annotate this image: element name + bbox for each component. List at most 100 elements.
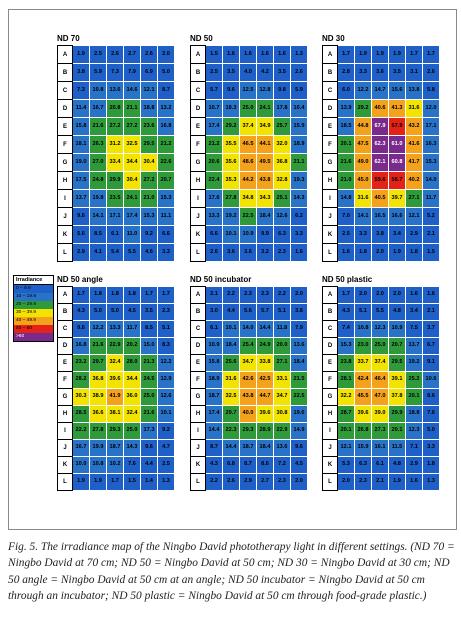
heatmap-cell: 32.5 — [222, 388, 240, 406]
heatmap-cell: 8.7 — [205, 439, 223, 457]
heatmap-cell: 15.9 — [354, 439, 372, 457]
heatmap-row: I 20.1 26.8 27.3 20.1 12.3 5.0 — [322, 422, 440, 440]
heatmap-row: L 2.2 2.6 2.9 2.7 2.3 2.0 — [190, 473, 308, 491]
heatmap-cell: 2.1 — [371, 473, 389, 491]
heatmap-row: H 22.4 35.3 44.2 43.8 32.8 19.3 — [190, 171, 308, 190]
heatmap-cell: 42.6 — [239, 371, 257, 389]
heatmap-cell: 11.5 — [388, 439, 406, 457]
row-label: F — [57, 135, 73, 154]
heatmap-cell: 48.6 — [239, 153, 257, 172]
heatmap-row: B 4.3 5.1 5.5 4.8 3.4 2.1 — [322, 303, 440, 321]
heatmap-cell: 37.4 — [239, 117, 257, 136]
heatmap-cell: 2.3 — [256, 286, 274, 304]
heatmap-cell: 6.1 — [106, 225, 124, 244]
heatmap-cell: 29.9 — [106, 171, 124, 190]
heatmap-cell: 22.3 — [222, 422, 240, 440]
heatmap-cell: 17.5 — [72, 171, 90, 190]
heatmap-cell: 5.7 — [256, 303, 274, 321]
row-label: E — [190, 117, 206, 136]
heatmap-cell: 12.6 — [273, 207, 291, 226]
heatmap-row: F 28.2 36.8 39.6 34.4 24.5 12.9 — [57, 371, 175, 389]
heatmap-cell: 3.3 — [354, 63, 372, 82]
row-label: A — [57, 45, 73, 64]
heatmap-cell: 13.6 — [273, 439, 291, 457]
heatmap-cell: 16.6 — [388, 207, 406, 226]
row-label: C — [322, 320, 338, 338]
heatmap-row: G 20.6 35.6 48.6 49.5 36.8 21.1 — [190, 153, 308, 172]
legend-item: 40 – 49.9 — [14, 317, 53, 325]
heatmap-cell: 2.5 — [337, 225, 355, 244]
heatmap-cell: 4.5 — [123, 303, 141, 321]
heatmap-row: L 1.9 1.9 1.7 1.5 1.4 1.3 — [57, 473, 175, 491]
figure-caption: Fig. 5. The irradiance map of the Ningbo… — [8, 541, 455, 603]
heatmap-cell: 38.1 — [106, 405, 124, 423]
heatmap-cell: 3.4 — [388, 225, 406, 244]
heatmap-cell: 32.8 — [273, 171, 291, 190]
heatmap-cell: 1.9 — [388, 243, 406, 262]
heatmap-cell: 16.3 — [422, 135, 440, 154]
heatmap-cell: 34.4 — [123, 371, 141, 389]
heatmap-cell: 19.2 — [405, 354, 423, 372]
heatmap-cell: 1.3 — [422, 473, 440, 491]
heatmap-cell: 12.2 — [354, 81, 372, 100]
heatmap-cell: 3.7 — [422, 320, 440, 338]
heatmap-cell: 5.8 — [422, 81, 440, 100]
heatmap-cell: 9.9 — [256, 225, 274, 244]
heatmap-cell: 30.4 — [140, 153, 158, 172]
row-label: I — [57, 189, 73, 208]
heatmap-cell: 43.8 — [256, 171, 274, 190]
heatmap-cell: 5.0 — [106, 303, 124, 321]
heatmap-cell: 18.4 — [256, 207, 274, 226]
row-label: F — [322, 135, 338, 154]
heatmap-cell: 40.2 — [405, 171, 423, 190]
heatmap-cell: 23.0 — [354, 337, 372, 355]
heatmap-cell: 1.7 — [405, 45, 423, 64]
heatmap-cell: 1.9 — [89, 473, 107, 491]
heatmap-cell: 17.4 — [123, 207, 141, 226]
heatmap-row: G 19.0 27.0 33.4 34.4 30.4 22.6 — [57, 153, 175, 172]
heatmap-cell: 14.7 — [371, 81, 389, 100]
heatmap-cell: 5.5 — [123, 243, 141, 262]
heatmap-cell: 1.7 — [337, 286, 355, 304]
heatmap-cell: 13.7 — [72, 189, 90, 208]
row-label: I — [322, 422, 338, 440]
heatmap-cell: 21.6 — [89, 117, 107, 136]
heatmap-cell: 14.0 — [422, 171, 440, 190]
legend-item: 20 – 29.9 — [14, 301, 53, 309]
heatmap-cell: 16.7 — [89, 99, 107, 118]
row-label: H — [57, 171, 73, 190]
row-label: F — [190, 371, 206, 389]
heatmap-cell: 35.6 — [222, 153, 240, 172]
legend-item: 50 – 60 — [14, 325, 53, 333]
heatmap-cell: 3.4 — [405, 303, 423, 321]
heatmap-cell: 41.3 — [388, 99, 406, 118]
heatmap-cell: 41.7 — [405, 153, 423, 172]
heatmap-cell: 20.7 — [388, 337, 406, 355]
legend-title: Irradiance — [14, 276, 53, 285]
heatmap-cell: 22.4 — [205, 171, 223, 190]
heatmap-cell: 46.5 — [239, 135, 257, 154]
heatmap-cell: 5.3 — [337, 456, 355, 474]
heatmap-cell: 18.3 — [222, 99, 240, 118]
heatmap-cell: 10.8 — [354, 320, 372, 338]
heatmap-cell: 18.5 — [337, 117, 355, 136]
heatmap-row: A 1.7 2.0 2.0 2.0 1.6 1.6 — [322, 286, 440, 304]
row-label: K — [57, 456, 73, 474]
heatmap-cell: 21.1 — [123, 99, 141, 118]
legend-item: 0 – 9.9 — [14, 285, 53, 293]
heatmap-cell: 15.0 — [140, 337, 158, 355]
heatmap-cell: 18.7 — [205, 388, 223, 406]
row-label: F — [322, 371, 338, 389]
heatmap-cell: 21.3 — [140, 354, 158, 372]
row-label: K — [322, 456, 338, 474]
heatmap-cell: 24.5 — [140, 371, 158, 389]
heatmap-cell: 4.5 — [290, 456, 308, 474]
heatmap-grid: A 1.9 2.5 2.6 2.7 2.6 2.0 B 3.8 5.9 7.3 7.9 6.9 5.0 C 7… — [57, 45, 175, 262]
heatmap-cell: 1.5 — [205, 45, 223, 64]
heatmap-cell: 1.4 — [140, 473, 158, 491]
heatmap-cell: 28.7 — [337, 405, 355, 423]
heatmap-cell: 3.8 — [72, 63, 90, 82]
heatmap-cell: 17.3 — [140, 422, 158, 440]
heatmap-cell: 9.8 — [273, 81, 291, 100]
heatmap-cell: 4.3 — [72, 303, 90, 321]
